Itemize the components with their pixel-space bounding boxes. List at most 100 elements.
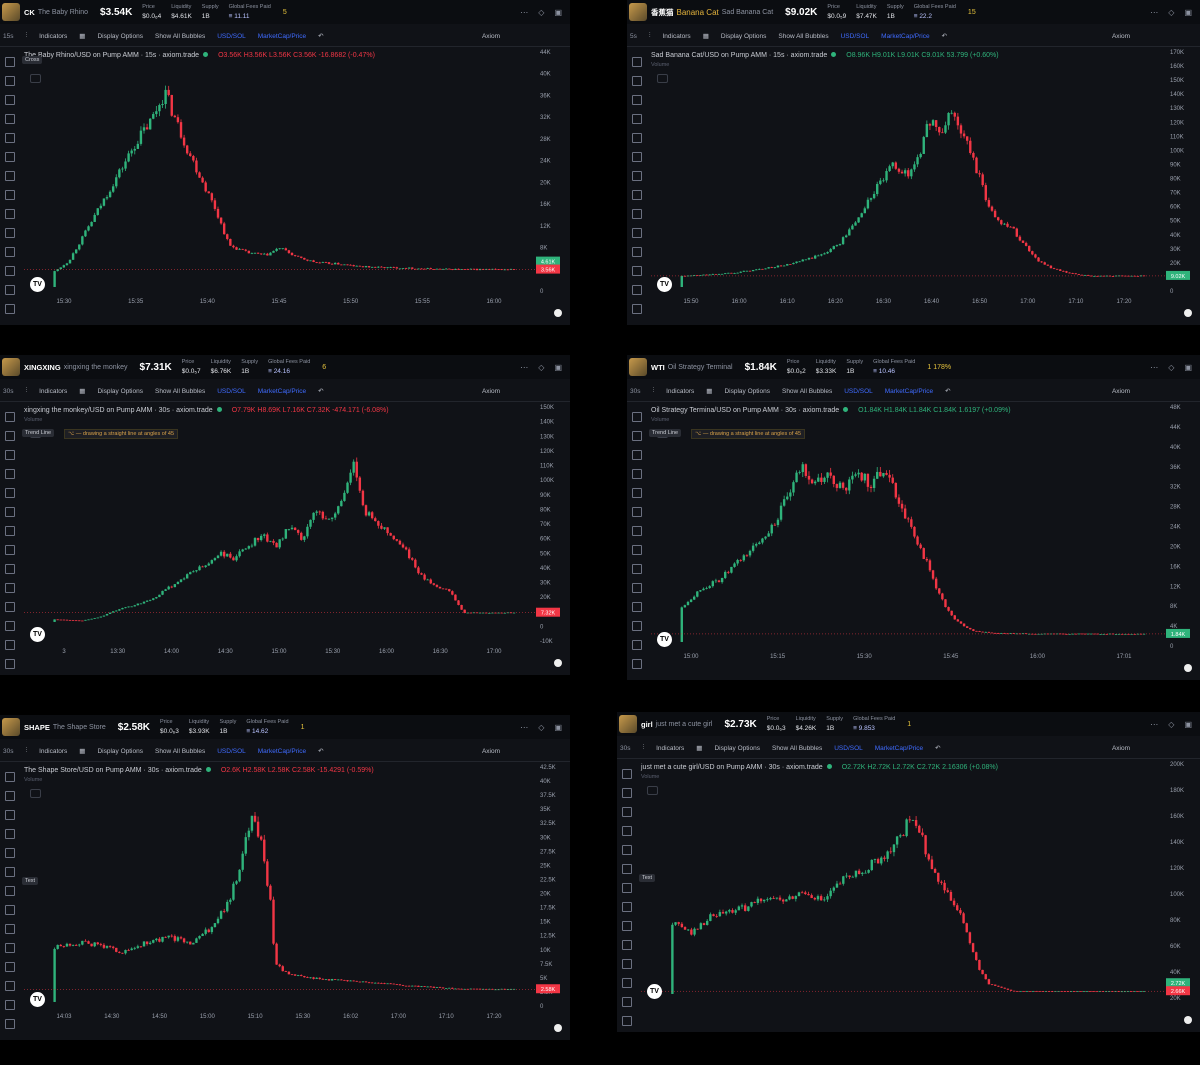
more-icon[interactable]: ⋯	[1150, 362, 1159, 372]
save-icon[interactable]: ▣	[1184, 719, 1192, 729]
eye-icon[interactable]	[5, 285, 15, 295]
brush-icon[interactable]	[622, 864, 632, 874]
emoji-icon[interactable]	[622, 902, 632, 912]
brush-icon[interactable]	[5, 152, 15, 162]
pattern-icon[interactable]	[5, 469, 15, 479]
projection-icon[interactable]	[5, 848, 15, 858]
save-icon[interactable]: ▣	[1184, 362, 1192, 372]
ruler-icon[interactable]	[622, 921, 632, 931]
tradingview-logo-icon[interactable]: TV	[657, 632, 672, 647]
brush-icon[interactable]	[5, 507, 15, 517]
crosshair-icon[interactable]	[632, 57, 642, 67]
scroll-end-icon[interactable]	[554, 309, 562, 317]
zoom-icon[interactable]	[632, 228, 642, 238]
shield-icon[interactable]: ◇	[1168, 719, 1175, 729]
shield-icon[interactable]: ◇	[1168, 362, 1175, 372]
show-bubbles-button[interactable]: Show All Bubbles	[154, 747, 206, 755]
text-icon[interactable]	[5, 886, 15, 896]
usd-sol-toggle[interactable]: USD/SOL	[217, 747, 246, 755]
layout-grid-icon[interactable]: ▦	[696, 745, 703, 752]
usd-sol-toggle[interactable]: USD/SOL	[834, 744, 863, 752]
layout-grid-icon[interactable]: ▦	[79, 33, 86, 40]
usd-sol-toggle[interactable]: USD/SOL	[844, 387, 873, 395]
usd-sol-toggle[interactable]: USD/SOL	[217, 387, 246, 395]
trash-icon[interactable]	[5, 1019, 15, 1029]
fib-icon[interactable]	[622, 807, 632, 817]
display-options-button[interactable]: Display Options	[97, 32, 143, 40]
crosshair-icon[interactable]	[5, 772, 15, 782]
ruler-icon[interactable]	[632, 564, 642, 574]
more-icon[interactable]: ⋯	[520, 362, 529, 372]
collapse-legend-icon[interactable]	[647, 786, 658, 795]
show-bubbles-button[interactable]: Show All Bubbles	[771, 744, 823, 752]
magnet-icon[interactable]	[632, 247, 642, 257]
emoji-icon[interactable]	[5, 190, 15, 200]
show-bubbles-button[interactable]: Show All Bubbles	[778, 32, 829, 40]
undo-icon[interactable]: ↶	[318, 388, 324, 395]
zoom-icon[interactable]	[5, 228, 15, 238]
timeframe-select[interactable]: 15s	[3, 32, 14, 40]
scroll-end-icon[interactable]	[1184, 1016, 1192, 1024]
indicators-button[interactable]: Indicators	[39, 32, 68, 40]
display-options-button[interactable]: Display Options	[714, 744, 760, 752]
price-chart[interactable]: 200K 180K 160K 140K 120K 100K 80K 60K 40K 20K 2.72…	[617, 712, 1200, 1032]
text-icon[interactable]	[5, 526, 15, 536]
scroll-end-icon[interactable]	[1184, 664, 1192, 672]
collapse-legend-icon[interactable]	[657, 74, 668, 83]
lock-icon[interactable]	[632, 621, 642, 631]
axiom-select[interactable]: Axiom	[481, 747, 500, 755]
pattern-icon[interactable]	[5, 114, 15, 124]
candle-type-icon[interactable]: ⫶	[652, 387, 655, 394]
tradingview-logo-icon[interactable]: TV	[30, 627, 45, 642]
more-icon[interactable]: ⋯	[520, 722, 529, 732]
mcap-price-toggle[interactable]: MarketCap/Price	[257, 747, 307, 755]
collapse-legend-icon[interactable]	[30, 74, 41, 83]
ruler-icon[interactable]	[5, 924, 15, 934]
lock-icon[interactable]	[5, 621, 15, 631]
scroll-end-icon[interactable]	[554, 659, 562, 667]
display-options-button[interactable]: Display Options	[724, 387, 770, 395]
undo-icon[interactable]: ↶	[935, 745, 941, 752]
eye-icon[interactable]	[5, 1000, 15, 1010]
magnet-icon[interactable]	[622, 959, 632, 969]
usd-sol-toggle[interactable]: USD/SOL	[217, 32, 246, 40]
layout-grid-icon[interactable]: ▦	[79, 748, 86, 755]
undo-icon[interactable]: ↶	[318, 748, 324, 755]
indicators-button[interactable]: Indicators	[666, 387, 695, 395]
trend-line-icon[interactable]	[632, 76, 642, 86]
axiom-select[interactable]: Axiom	[1111, 32, 1130, 40]
trend-line-icon[interactable]	[5, 431, 15, 441]
projection-icon[interactable]	[622, 845, 632, 855]
eye-icon[interactable]	[622, 997, 632, 1007]
indicators-button[interactable]: Indicators	[39, 747, 68, 755]
axiom-select[interactable]: Axiom	[1111, 744, 1130, 752]
zoom-icon[interactable]	[632, 583, 642, 593]
lock-icon[interactable]	[622, 978, 632, 988]
text-icon[interactable]	[5, 171, 15, 181]
pattern-icon[interactable]	[622, 826, 632, 836]
more-icon[interactable]: ⋯	[520, 7, 529, 17]
token-avatar[interactable]	[619, 715, 637, 733]
tradingview-logo-icon[interactable]: TV	[30, 992, 45, 1007]
undo-icon[interactable]: ↶	[318, 33, 324, 40]
axiom-select[interactable]: Axiom	[481, 387, 500, 395]
brush-icon[interactable]	[632, 152, 642, 162]
axiom-select[interactable]: Axiom	[481, 32, 500, 40]
usd-sol-toggle[interactable]: USD/SOL	[840, 32, 870, 40]
layout-grid-icon[interactable]: ▦	[79, 388, 86, 395]
text-icon[interactable]	[632, 526, 642, 536]
magnet-icon[interactable]	[632, 602, 642, 612]
token-avatar[interactable]	[2, 3, 20, 21]
token-avatar[interactable]	[2, 358, 20, 376]
trend-line-icon[interactable]	[632, 431, 642, 441]
candle-type-icon[interactable]: ⫶	[25, 32, 28, 39]
text-icon[interactable]	[622, 883, 632, 893]
text-icon[interactable]	[632, 171, 642, 181]
price-chart[interactable]: 44K40K36K32K28K24K20K16K12K8K4K015:3015:…	[0, 0, 570, 325]
undo-icon[interactable]: ↶	[945, 388, 951, 395]
save-icon[interactable]: ▣	[554, 7, 562, 17]
layout-grid-icon[interactable]: ▦	[706, 388, 713, 395]
candle-type-icon[interactable]: ⫶	[25, 747, 28, 754]
magnet-icon[interactable]	[5, 962, 15, 972]
display-options-button[interactable]: Display Options	[97, 387, 143, 395]
